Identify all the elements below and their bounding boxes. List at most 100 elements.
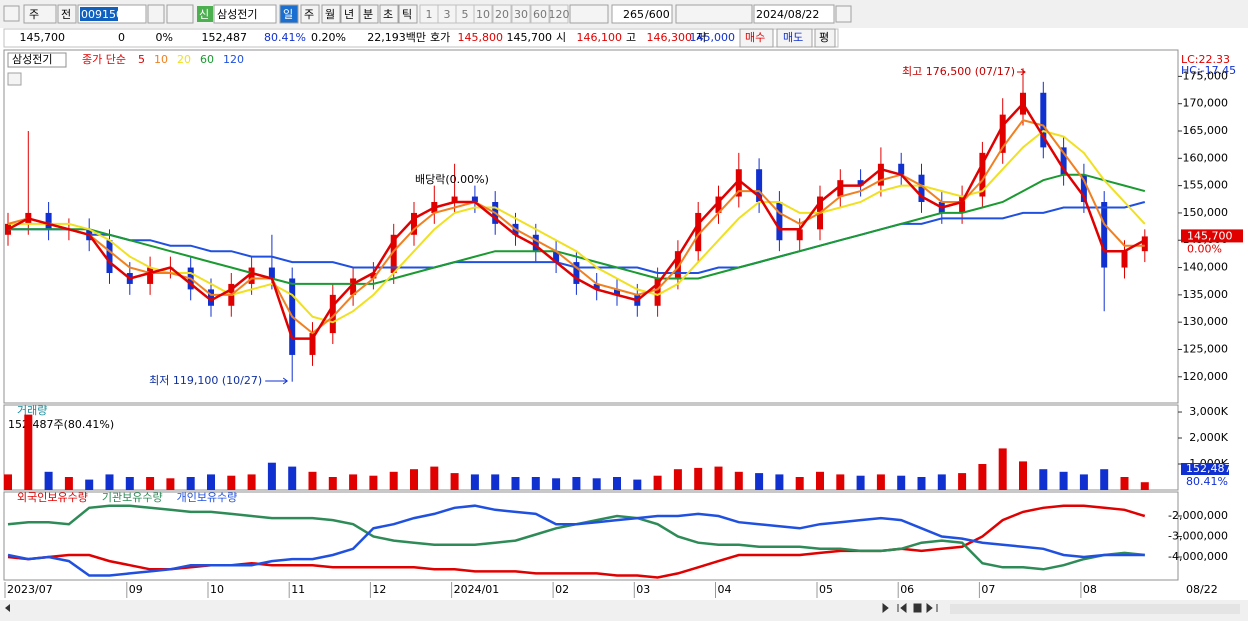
avg[interactable]: 평	[819, 31, 829, 44]
legend-entry: 기관보유수량	[102, 491, 163, 504]
volume-bar	[633, 479, 642, 490]
count[interactable]: 265	[623, 8, 644, 21]
date[interactable]: 2024/08/22	[756, 8, 819, 21]
interval-label[interactable]: 10	[476, 8, 490, 21]
candle-body	[573, 262, 580, 284]
ma-line	[8, 129, 1146, 324]
candle-body	[390, 234, 397, 274]
candle-body	[147, 267, 154, 284]
period-label[interactable]: 일	[283, 7, 293, 21]
buy[interactable]: 매수	[745, 31, 765, 44]
volume-bar	[1039, 469, 1048, 490]
tool-icons[interactable]	[675, 4, 753, 24]
volume-bar	[308, 471, 317, 490]
volume-bar	[389, 471, 398, 490]
candle-body	[471, 196, 478, 203]
period-label[interactable]: 주	[304, 8, 314, 21]
search-icon[interactable]	[147, 4, 165, 24]
count-max: /600	[645, 8, 670, 21]
candle-body	[1121, 251, 1128, 268]
scroll-controls[interactable]	[882, 602, 938, 614]
period-label[interactable]: 년	[344, 8, 354, 21]
date-box[interactable]	[753, 4, 835, 24]
y-tick-label: -4,000,000	[1168, 550, 1228, 563]
legend-entry: 5	[138, 53, 145, 66]
interval-label[interactable]: 120	[549, 8, 570, 21]
new-badge-box	[197, 6, 213, 22]
prev-button[interactable]	[57, 4, 77, 24]
volume-bar	[4, 474, 12, 490]
interval-button[interactable]	[492, 4, 512, 24]
period-label[interactable]: 월	[325, 8, 335, 21]
candle-body	[776, 202, 783, 241]
menu-icon[interactable]	[3, 5, 20, 22]
buy-button[interactable]	[739, 28, 774, 48]
candle-body	[654, 278, 661, 306]
y-tick-label: -2,000,000	[1168, 509, 1228, 522]
candle-body	[329, 294, 336, 334]
price-panel	[3, 49, 1179, 404]
price-title[interactable]: 삼성전기	[12, 53, 52, 66]
volume-bar	[998, 448, 1007, 490]
scrollbar[interactable]	[0, 600, 1248, 621]
volume-bar	[694, 467, 703, 490]
volume-bar	[613, 477, 621, 490]
interval-button[interactable]	[473, 4, 493, 24]
y-tick-label: -3,000,000	[1168, 530, 1228, 543]
period-label[interactable]: 틱	[402, 8, 412, 21]
interval-label[interactable]: 5	[462, 8, 469, 21]
interval-label[interactable]: 20	[495, 8, 509, 21]
high-annotation: 최고 176,500 (07/17)	[902, 65, 1015, 78]
period-button[interactable]	[279, 4, 299, 24]
candle-body	[614, 289, 620, 295]
low-annotation: 최저 119,100 (10/27)	[149, 374, 262, 387]
stock-code[interactable]: 009150	[81, 8, 123, 21]
volume-bar	[166, 478, 175, 490]
scroll-left[interactable]	[5, 604, 10, 612]
sell-button[interactable]	[776, 28, 813, 48]
interval-button[interactable]	[511, 4, 531, 24]
candle-body	[268, 267, 275, 279]
volume-bar	[958, 473, 967, 490]
period-button[interactable]	[300, 4, 320, 24]
low-label: 저	[696, 31, 706, 44]
calendar-icon[interactable]	[835, 5, 852, 23]
ma-line	[8, 173, 1146, 285]
volume-bar	[572, 477, 581, 490]
interval-label[interactable]: 1	[426, 8, 433, 21]
zoom-tools[interactable]	[950, 604, 1240, 614]
period-button[interactable]	[379, 4, 399, 24]
new-badge[interactable]: 신	[199, 8, 209, 21]
period-dropdown[interactable]	[23, 4, 57, 24]
interval-button[interactable]	[549, 4, 569, 24]
candle-body	[857, 180, 864, 186]
interval-label[interactable]: 60	[533, 8, 547, 21]
interval-label[interactable]: 3	[444, 8, 451, 21]
candle-body	[674, 251, 681, 279]
x-tick-label: 08	[1083, 583, 1097, 596]
candle-body	[370, 273, 377, 279]
period-select[interactable]: 주	[29, 8, 39, 21]
hc-label: HC:-17.45	[1181, 64, 1236, 77]
x-tick-label: 06	[900, 583, 914, 596]
candle-body	[350, 278, 357, 295]
volume-bar	[410, 469, 418, 490]
period-button[interactable]	[340, 4, 360, 24]
prev-label[interactable]: 전	[61, 8, 71, 21]
period-label[interactable]: 초	[383, 8, 393, 21]
volume-bar	[125, 477, 134, 490]
grid-icon[interactable]	[7, 72, 22, 86]
period-button[interactable]	[321, 4, 341, 24]
interval-dropdown[interactable]	[569, 4, 609, 24]
interval-button[interactable]	[530, 4, 550, 24]
period-label[interactable]: 분	[363, 8, 373, 21]
interval-label[interactable]: 30	[514, 8, 528, 21]
sell[interactable]: 매도	[783, 31, 803, 44]
period-button[interactable]	[398, 4, 418, 24]
holdings-panel	[3, 491, 1179, 581]
period-button[interactable]	[359, 4, 379, 24]
stock-name[interactable]: 삼성전기	[217, 8, 257, 21]
sound-icon[interactable]	[166, 4, 194, 24]
avg-button[interactable]	[814, 28, 836, 48]
volume-bar	[775, 474, 784, 490]
